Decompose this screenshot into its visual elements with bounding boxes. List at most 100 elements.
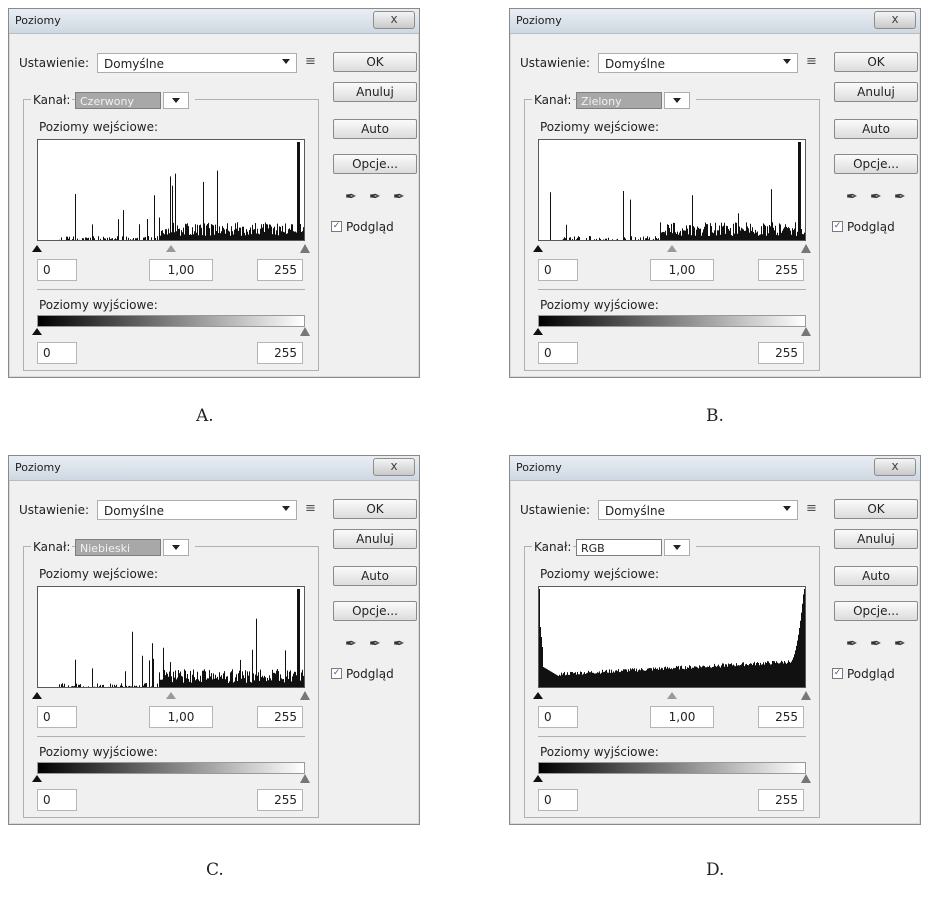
options-button[interactable]: Opcje... [834,601,918,621]
input-black-handle[interactable] [32,692,42,699]
preview-checkbox[interactable]: ✓ [331,668,342,679]
output-black-field[interactable]: 0 [538,789,578,811]
output-black-field[interactable]: 0 [37,342,77,364]
cancel-button[interactable]: Anuluj [333,529,417,549]
input-gamma-handle[interactable] [166,692,176,699]
black-eyedropper-icon[interactable]: ✒ [846,189,858,205]
output-white-field[interactable]: 255 [758,789,804,811]
output-slider[interactable] [533,327,811,338]
input-black-handle[interactable] [32,245,42,252]
gray-eyedropper-icon[interactable]: ✒ [369,636,381,652]
options-button[interactable]: Opcje... [333,601,417,621]
gray-eyedropper-icon[interactable]: ✒ [870,189,882,205]
close-button[interactable]: x [874,458,916,476]
input-slider[interactable] [32,244,310,255]
input-white-field[interactable]: 255 [758,706,804,728]
channel-dropdown-button[interactable] [163,539,189,556]
cancel-button[interactable]: Anuluj [333,82,417,102]
input-white-handle[interactable] [300,691,310,700]
auto-button[interactable]: Auto [333,119,417,139]
white-eyedropper-icon[interactable]: ✒ [393,636,405,652]
close-button[interactable]: x [373,11,415,29]
output-white-handle[interactable] [300,774,310,783]
white-eyedropper-icon[interactable]: ✒ [894,189,906,205]
output-black-handle[interactable] [533,328,543,335]
ok-button[interactable]: OK [333,499,417,519]
input-white-handle[interactable] [801,244,811,253]
channel-dropdown-button[interactable] [163,92,189,109]
gray-eyedropper-icon[interactable]: ✒ [870,636,882,652]
close-button[interactable]: x [874,11,916,29]
input-black-handle[interactable] [533,245,543,252]
input-black-field[interactable]: 0 [538,706,578,728]
input-slider[interactable] [533,691,811,702]
output-white-field[interactable]: 255 [257,342,303,364]
preset-menu-icon[interactable]: ≡ [806,501,817,516]
white-eyedropper-icon[interactable]: ✒ [393,189,405,205]
channel-dropdown[interactable]: Czerwony [75,92,195,110]
output-white-handle[interactable] [801,327,811,336]
auto-button[interactable]: Auto [834,119,918,139]
black-eyedropper-icon[interactable]: ✒ [345,189,357,205]
input-white-handle[interactable] [300,244,310,253]
preset-dropdown[interactable]: Domyślne [598,500,798,520]
input-black-field[interactable]: 0 [37,259,77,281]
output-slider[interactable] [32,327,310,338]
ok-button[interactable]: OK [834,52,918,72]
input-black-handle[interactable] [533,692,543,699]
input-gamma-handle[interactable] [667,245,677,252]
channel-dropdown[interactable]: RGB [576,539,696,557]
channel-dropdown-button[interactable] [664,92,690,109]
output-black-field[interactable]: 0 [538,342,578,364]
input-gamma-field[interactable]: 1,00 [650,706,714,728]
preset-dropdown[interactable]: Domyślne [97,53,297,73]
output-white-field[interactable]: 255 [257,789,303,811]
white-eyedropper-icon[interactable]: ✒ [894,636,906,652]
output-white-handle[interactable] [801,774,811,783]
output-black-handle[interactable] [32,328,42,335]
preset-menu-icon[interactable]: ≡ [806,54,817,69]
auto-button[interactable]: Auto [333,566,417,586]
input-black-field[interactable]: 0 [538,259,578,281]
input-black-field[interactable]: 0 [37,706,77,728]
preview-checkbox[interactable]: ✓ [331,221,342,232]
preset-dropdown[interactable]: Domyślne [598,53,798,73]
preset-menu-icon[interactable]: ≡ [305,501,316,516]
input-white-field[interactable]: 255 [758,259,804,281]
input-white-handle[interactable] [801,691,811,700]
input-gamma-field[interactable]: 1,00 [149,706,213,728]
input-slider[interactable] [533,244,811,255]
output-slider[interactable] [533,774,811,785]
input-gamma-handle[interactable] [166,245,176,252]
output-black-field[interactable]: 0 [37,789,77,811]
cancel-button[interactable]: Anuluj [834,529,918,549]
output-white-field[interactable]: 255 [758,342,804,364]
preset-dropdown[interactable]: Domyślne [97,500,297,520]
output-slider[interactable] [32,774,310,785]
ok-button[interactable]: OK [333,52,417,72]
black-eyedropper-icon[interactable]: ✒ [846,636,858,652]
ok-button[interactable]: OK [834,499,918,519]
options-button[interactable]: Opcje... [333,154,417,174]
close-button[interactable]: x [373,458,415,476]
preview-checkbox[interactable]: ✓ [832,668,843,679]
options-button[interactable]: Opcje... [834,154,918,174]
input-white-field[interactable]: 255 [257,706,303,728]
output-black-handle[interactable] [533,775,543,782]
cancel-button[interactable]: Anuluj [834,82,918,102]
input-gamma-field[interactable]: 1,00 [650,259,714,281]
preview-checkbox[interactable]: ✓ [832,221,843,232]
gray-eyedropper-icon[interactable]: ✒ [369,189,381,205]
input-gamma-field[interactable]: 1,00 [149,259,213,281]
input-slider[interactable] [32,691,310,702]
auto-button[interactable]: Auto [834,566,918,586]
channel-dropdown-button[interactable] [664,539,690,556]
output-white-handle[interactable] [300,327,310,336]
preset-menu-icon[interactable]: ≡ [305,54,316,69]
input-white-field[interactable]: 255 [257,259,303,281]
channel-dropdown[interactable]: Niebieski [75,539,195,557]
input-gamma-handle[interactable] [667,692,677,699]
channel-dropdown[interactable]: Zielony [576,92,696,110]
output-black-handle[interactable] [32,775,42,782]
black-eyedropper-icon[interactable]: ✒ [345,636,357,652]
